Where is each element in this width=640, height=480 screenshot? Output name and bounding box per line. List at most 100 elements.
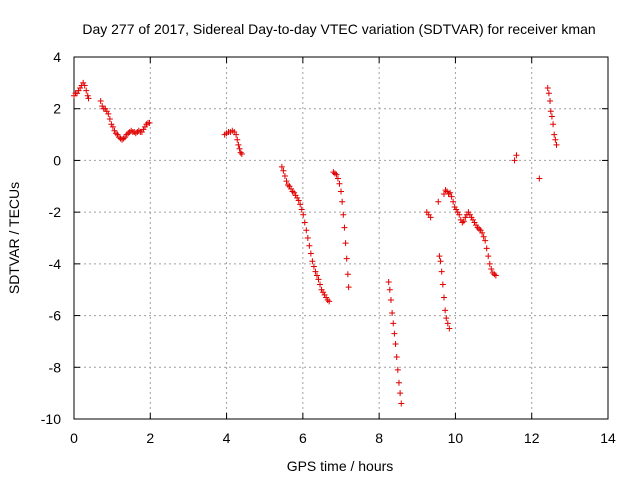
data-point	[427, 214, 434, 221]
data-point	[297, 201, 304, 208]
y-tick-label: 4	[53, 49, 61, 65]
data-point	[343, 255, 350, 262]
tick-layer: 0 2 4 6 8 10 12 14 -10 -8 -6 -4 -2 0 2 4	[41, 49, 616, 446]
data-point	[547, 97, 554, 104]
data-point	[448, 193, 455, 200]
data-point	[304, 235, 311, 241]
data-point	[312, 268, 319, 275]
data-point	[342, 240, 349, 247]
data-point	[338, 188, 344, 195]
data-point	[442, 307, 449, 314]
x-tick-label: 2	[146, 430, 154, 446]
data-point	[436, 253, 443, 260]
data-point	[331, 170, 338, 177]
data-point	[397, 390, 404, 397]
y-tick-label: -6	[49, 308, 62, 324]
data-point	[492, 272, 499, 279]
y-tick-label: 0	[53, 152, 61, 168]
data-point	[476, 225, 483, 232]
data-point	[83, 87, 90, 94]
data-point	[85, 95, 92, 102]
data-point	[483, 245, 490, 252]
data-point	[340, 211, 347, 218]
data-point	[306, 242, 313, 249]
data-point	[233, 131, 240, 138]
data-point	[307, 250, 314, 257]
y-tick-label: -4	[49, 256, 62, 272]
data-point	[545, 90, 552, 97]
data-point	[513, 152, 520, 159]
data-point	[84, 92, 91, 99]
x-tick-label: 6	[299, 430, 307, 446]
data-point	[280, 167, 287, 174]
data-point	[552, 136, 559, 143]
x-tick-label: 10	[448, 430, 464, 446]
data-point	[439, 281, 446, 288]
data-point	[491, 271, 498, 278]
data-point	[339, 198, 346, 205]
data-point	[440, 294, 447, 301]
data-point	[488, 266, 495, 273]
data-point	[438, 268, 445, 275]
data-point	[237, 149, 244, 156]
data-point	[309, 258, 316, 265]
data-point	[298, 206, 305, 213]
data-point	[300, 211, 307, 218]
data-point	[344, 271, 351, 278]
data-point	[390, 320, 397, 327]
y-tick-label: -8	[49, 359, 62, 375]
data-point	[553, 141, 560, 148]
data-point	[398, 400, 405, 407]
data-point	[444, 320, 451, 327]
data-point	[146, 119, 153, 126]
data-point	[105, 110, 112, 117]
data-point	[480, 233, 487, 240]
data-point	[97, 97, 104, 104]
data-point	[511, 157, 518, 164]
data-point	[345, 284, 352, 291]
data-point	[236, 145, 243, 152]
data-point	[387, 297, 394, 304]
data-point	[234, 136, 241, 143]
x-tick-label: 8	[375, 430, 383, 446]
data-point	[303, 227, 310, 234]
data-point	[460, 218, 467, 225]
data-point	[235, 141, 242, 148]
data-point	[551, 131, 558, 138]
data-point	[313, 272, 320, 279]
x-tick-label: 4	[223, 430, 231, 446]
data-point	[544, 85, 551, 92]
data-point	[536, 175, 543, 182]
x-tick-label: 14	[600, 430, 616, 446]
data-point	[333, 171, 340, 178]
data-point	[446, 325, 453, 332]
data-point	[120, 135, 127, 142]
data-points	[71, 79, 560, 407]
x-axis-label: GPS time / hours	[287, 458, 394, 474]
data-point	[283, 178, 290, 185]
data-point	[386, 286, 393, 293]
data-point	[385, 278, 392, 285]
data-point	[482, 237, 489, 244]
data-point	[392, 341, 399, 348]
y-axis-label: SDTVAR / TECUs	[6, 182, 22, 294]
data-point	[315, 276, 322, 283]
data-point	[310, 263, 317, 270]
x-tick-label: 12	[524, 430, 540, 446]
y-tick-label: -10	[41, 411, 61, 427]
data-point	[548, 113, 555, 120]
data-point	[109, 123, 116, 130]
data-point	[281, 172, 288, 179]
data-point	[341, 224, 348, 231]
data-point	[278, 163, 285, 170]
data-point	[435, 198, 442, 205]
data-point	[394, 366, 401, 373]
data-point	[443, 315, 450, 322]
chart-title: Day 277 of 2017, Sidereal Day-to-day VTE…	[82, 21, 595, 37]
data-point	[334, 175, 341, 182]
y-tick-label: 2	[53, 101, 61, 117]
data-point	[437, 258, 444, 265]
x-tick-label: 0	[70, 430, 78, 446]
data-point	[301, 219, 308, 226]
data-point	[547, 108, 554, 115]
